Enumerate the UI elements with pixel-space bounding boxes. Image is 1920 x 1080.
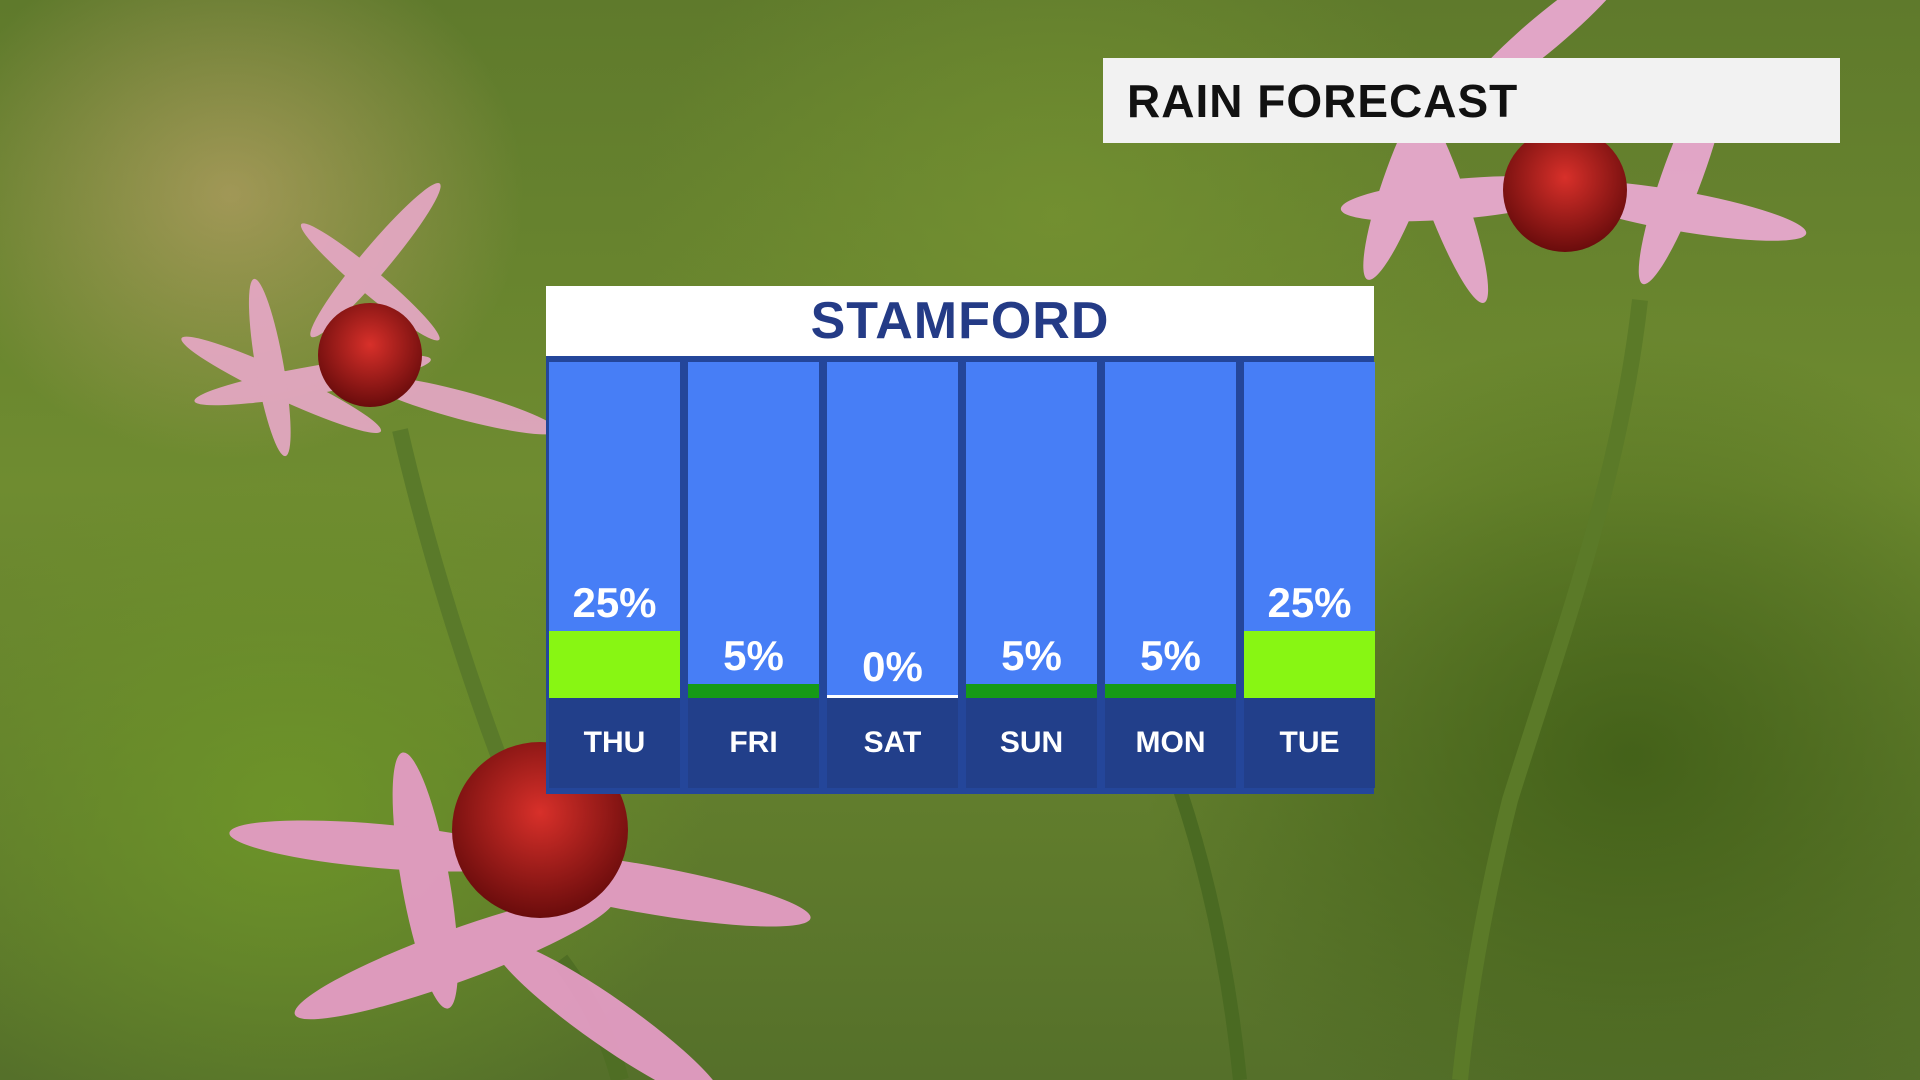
rain-percent-label: 5% <box>723 632 784 679</box>
day-label: TUE <box>1279 726 1340 759</box>
day-column-thu: THU 25% <box>549 362 680 788</box>
rain-percent-label: 25% <box>1267 578 1352 626</box>
day-column-tue: TUE 25% <box>1244 362 1375 788</box>
day-block: MON <box>1105 698 1236 788</box>
forecast-panel: STAMFORD THU 25% FRI 5% SAT 0% SUN 5% MON 5% TUE 25… <box>546 286 1375 794</box>
rain-percent-label: 5% <box>1140 632 1201 679</box>
day-label: SAT <box>863 726 922 759</box>
day-label: MON <box>1135 726 1206 759</box>
day-column-fri: FRI 5% <box>688 362 819 788</box>
flower-top-right <box>1340 0 1807 304</box>
rain-percent-label: 0% <box>862 643 923 690</box>
location-title: STAMFORD <box>810 292 1110 350</box>
rain-percent-label: 25% <box>572 578 657 626</box>
rain-bar <box>1244 630 1375 698</box>
day-block: SAT <box>827 698 958 788</box>
day-block: TUE <box>1244 698 1375 788</box>
day-block: THU <box>549 698 680 788</box>
header-title: RAIN FORECAST <box>1127 74 1519 127</box>
flower-top-left <box>181 183 559 457</box>
rain-bar <box>827 695 958 698</box>
day-label: THU <box>583 726 646 759</box>
day-column-sun: SUN 5% <box>966 362 1097 788</box>
rain-percent-label: 5% <box>1001 632 1062 679</box>
rain-bar <box>966 684 1097 698</box>
day-column-sat: SAT 0% <box>827 362 958 788</box>
day-column-mon: MON 5% <box>1105 362 1236 788</box>
rain-bar <box>688 684 819 698</box>
panel-header: STAMFORD <box>546 286 1374 356</box>
day-label: SUN <box>999 726 1064 759</box>
rain-forecast-header: RAIN FORECAST <box>1103 58 1840 143</box>
day-block: SUN <box>966 698 1097 788</box>
rain-bar <box>549 630 680 698</box>
day-label: FRI <box>729 726 778 759</box>
rain-bar <box>1105 684 1236 698</box>
day-block: FRI <box>688 698 819 788</box>
